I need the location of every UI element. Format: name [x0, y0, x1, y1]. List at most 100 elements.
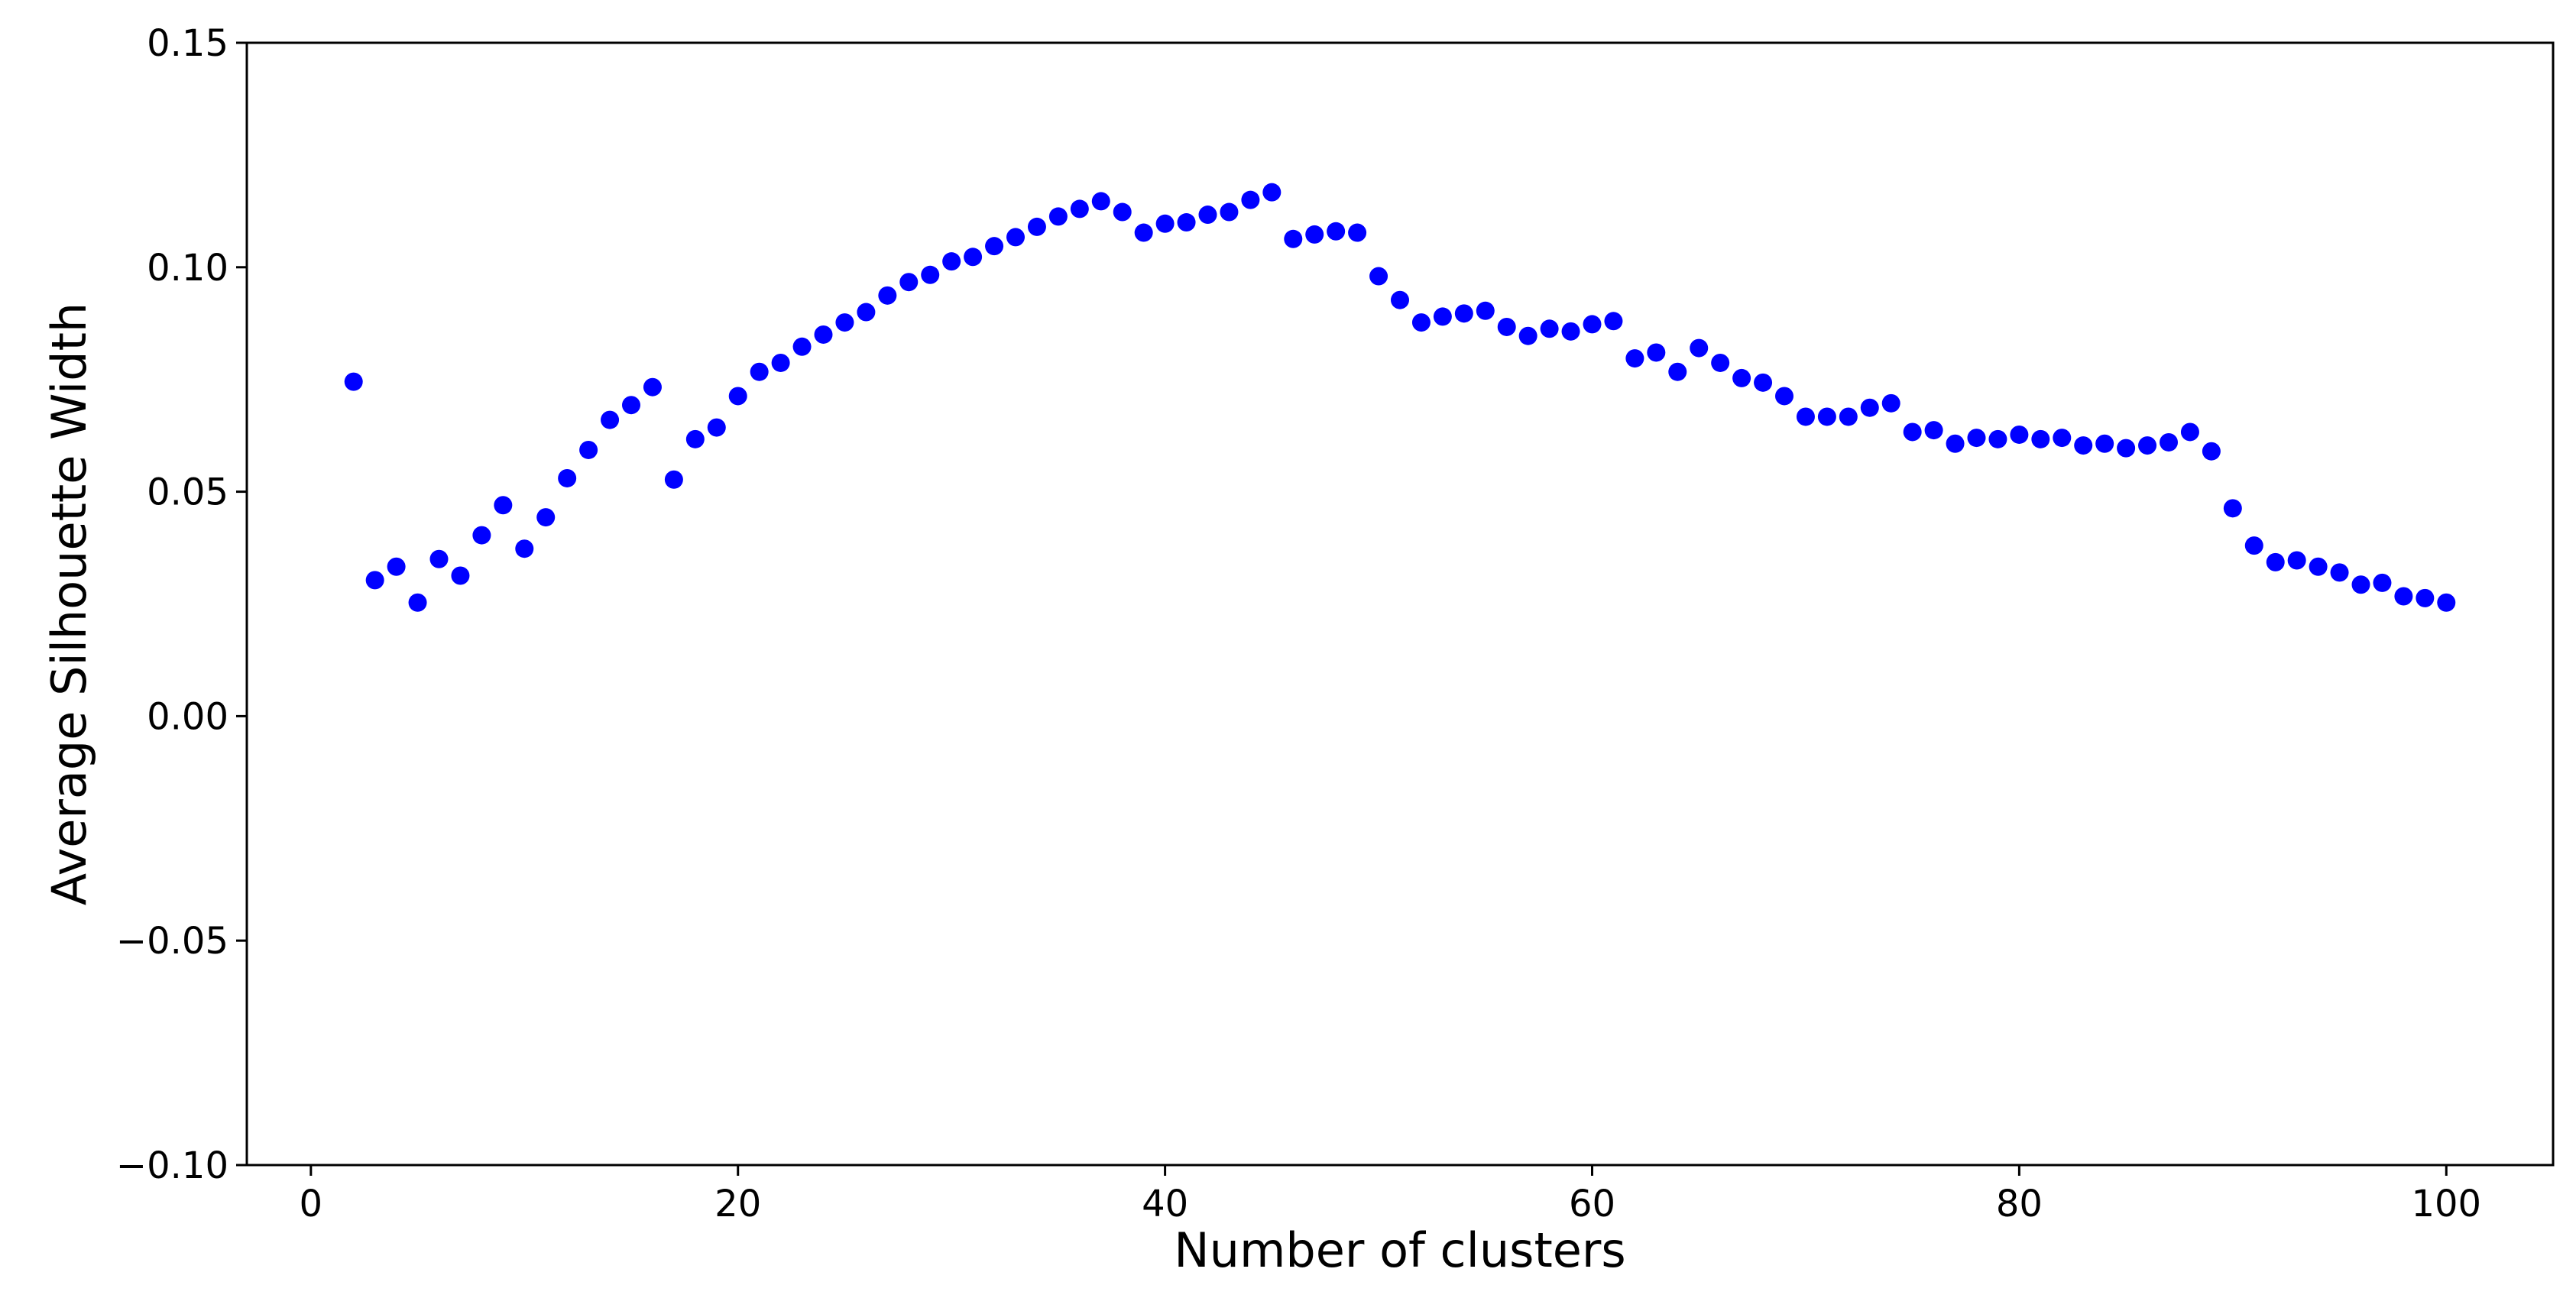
data-point [1327, 222, 1346, 241]
data-point [1027, 217, 1046, 236]
data-point [494, 496, 513, 515]
data-point [1924, 421, 1943, 440]
data-point [1048, 207, 1068, 226]
plot-frame [245, 41, 2555, 1167]
y-tick-label: −0.05 [116, 920, 228, 963]
y-tick-label: 0.00 [147, 695, 228, 738]
data-point [2117, 439, 2136, 458]
data-point [1198, 206, 1217, 225]
x-tick-label: 40 [1142, 1183, 1188, 1225]
data-point [1540, 319, 1559, 338]
x-axis-title: Number of clusters [1174, 1222, 1625, 1278]
data-point [1220, 202, 1239, 222]
data-point [728, 387, 747, 406]
data-point [2416, 588, 2435, 607]
data-point [387, 557, 406, 576]
data-points [344, 183, 2456, 612]
data-point [985, 237, 1004, 256]
data-point [1433, 307, 1452, 326]
data-point [1348, 223, 1367, 242]
data-point [1284, 229, 1303, 248]
y-tick-label: −0.10 [116, 1144, 228, 1187]
data-point [2180, 422, 2199, 442]
data-point [1732, 368, 1751, 387]
data-point [1775, 387, 1793, 406]
data-point [1476, 301, 1495, 320]
data-point [2095, 434, 2114, 453]
data-point [2053, 429, 2072, 448]
data-point [2223, 499, 2242, 518]
data-point [2330, 563, 2349, 582]
x-tick-label: 0 [300, 1183, 323, 1225]
data-point [921, 265, 940, 284]
data-point [515, 539, 534, 558]
data-point [1262, 183, 1282, 202]
data-point [1668, 362, 1687, 381]
data-point [1946, 434, 1965, 453]
data-point [2031, 429, 2050, 448]
x-tick-label: 20 [714, 1183, 761, 1225]
data-point [1988, 429, 2007, 448]
data-point [1134, 223, 1153, 242]
data-point [1711, 353, 1730, 372]
data-point [601, 410, 620, 429]
data-point [579, 440, 598, 459]
y-tick-label: 0.10 [147, 247, 228, 290]
data-point [2351, 575, 2370, 594]
x-tick-label: 60 [1569, 1183, 1615, 1225]
data-point [1369, 267, 1388, 286]
data-point [2309, 557, 2328, 576]
data-point [2266, 552, 2285, 571]
data-point [1454, 304, 1473, 323]
data-point [1625, 349, 1644, 368]
data-point [2373, 573, 2392, 592]
y-axis-ticks: −0.10 −0.05 0.00 0.05 0.10 0.15 [116, 22, 247, 1187]
data-point [536, 508, 556, 527]
data-point [1411, 313, 1431, 332]
data-point [2394, 587, 2413, 606]
data-point [2010, 425, 2029, 444]
data-point [1155, 214, 1175, 233]
x-tick-label: 100 [2411, 1183, 2481, 1225]
data-point [1305, 225, 1324, 244]
data-point [1177, 213, 1196, 232]
data-point [1391, 290, 1409, 309]
data-point [792, 337, 812, 356]
data-point [1497, 317, 1516, 336]
data-point [1903, 422, 1922, 442]
data-point [1647, 343, 1666, 362]
data-point [899, 273, 919, 292]
x-axis-ticks: 0 20 40 60 80 100 [300, 1165, 2481, 1225]
data-point [878, 286, 897, 305]
data-point [472, 526, 491, 545]
data-point [643, 377, 662, 397]
y-tick-label: 0.05 [147, 471, 228, 514]
data-point [664, 470, 683, 489]
data-point [1690, 338, 1709, 358]
data-point [857, 303, 876, 322]
data-point [558, 468, 577, 487]
x-tick-label: 80 [1996, 1183, 2043, 1225]
data-point [1113, 202, 1132, 222]
data-point [964, 248, 983, 267]
data-point [2202, 442, 2221, 461]
data-point [344, 372, 363, 391]
data-point [2287, 551, 2306, 570]
data-point [1967, 429, 1986, 448]
data-point [2138, 436, 2157, 455]
data-point [1796, 407, 1815, 426]
data-point [1006, 228, 1025, 247]
data-point [1518, 326, 1537, 345]
data-point [2437, 593, 2456, 612]
data-point [2160, 432, 2178, 452]
data-point [408, 593, 427, 612]
data-point [1604, 312, 1623, 331]
data-point [771, 353, 790, 372]
data-point [1860, 398, 1879, 417]
data-point [1561, 322, 1580, 341]
y-tick-label: 0.15 [147, 22, 228, 65]
data-point [365, 571, 384, 590]
data-point [1070, 199, 1089, 218]
data-point [1881, 393, 1900, 413]
